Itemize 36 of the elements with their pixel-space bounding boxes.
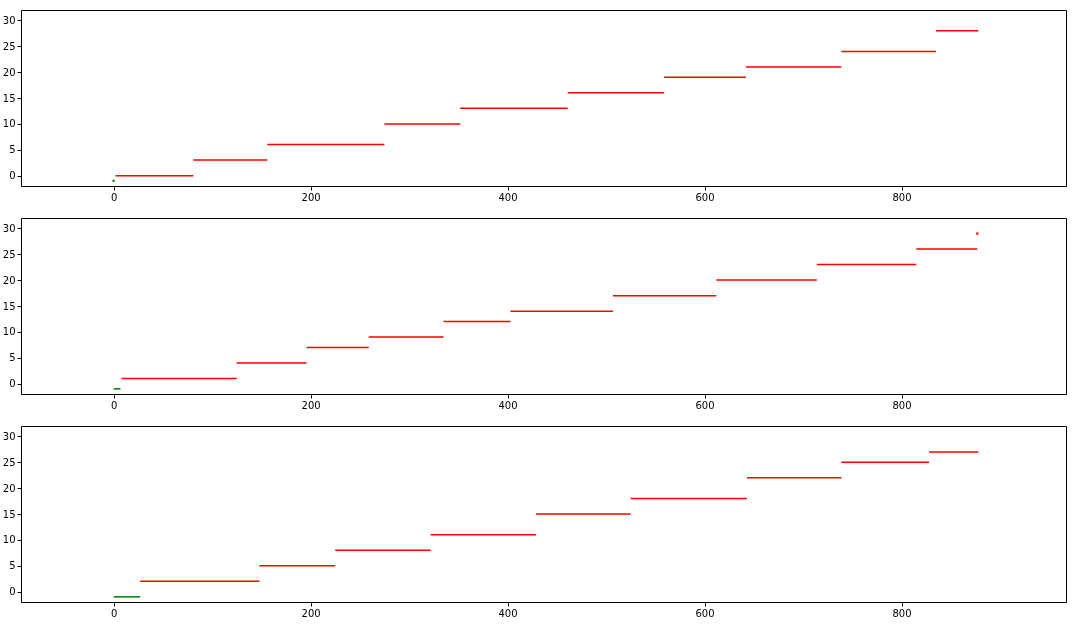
x-tick-label: 600 — [695, 607, 715, 619]
y-tick-label: 30 — [2, 14, 16, 26]
y-tick-label: 20 — [2, 274, 16, 286]
x-tick-label: 400 — [498, 399, 518, 411]
x-tick-label: 800 — [892, 607, 912, 619]
x-tick-label: 800 — [892, 191, 912, 203]
y-tick-label: 0 — [9, 378, 16, 390]
y-tick-label: 15 — [2, 92, 16, 104]
y-tick-label: 5 — [9, 352, 16, 364]
y-tick-label: 10 — [2, 534, 16, 546]
x-tick-label: 600 — [695, 399, 715, 411]
x-tick-label: 200 — [301, 191, 321, 203]
x-tick-label: 800 — [892, 399, 912, 411]
y-tick-label: 5 — [9, 144, 16, 156]
x-tick-label: 400 — [498, 607, 518, 619]
y-tick-label: 15 — [2, 300, 16, 312]
y-tick-label: 25 — [2, 456, 16, 468]
y-tick-label: 25 — [2, 248, 16, 260]
y-tick-label: 20 — [2, 482, 16, 494]
x-tick-label: 400 — [498, 191, 518, 203]
y-tick-label: 20 — [2, 66, 16, 78]
x-tick-label: 0 — [110, 399, 118, 411]
y-tick-label: 10 — [2, 118, 16, 130]
y-tick-label: 5 — [9, 560, 16, 572]
y-tick-label: 10 — [2, 326, 16, 338]
x-tick-label: 200 — [301, 399, 321, 411]
x-tick-label: 600 — [695, 191, 715, 203]
y-tick-label: 25 — [2, 40, 16, 52]
x-tick-label: 200 — [301, 607, 321, 619]
y-tick-label: 30 — [2, 222, 16, 234]
y-tick-label: 0 — [9, 586, 16, 598]
x-tick-label: 0 — [110, 191, 118, 203]
y-tick-label: 15 — [2, 508, 16, 520]
x-tick-label: 0 — [110, 607, 118, 619]
y-tick-label: 0 — [9, 170, 16, 182]
y-tick-label: 30 — [2, 430, 16, 442]
